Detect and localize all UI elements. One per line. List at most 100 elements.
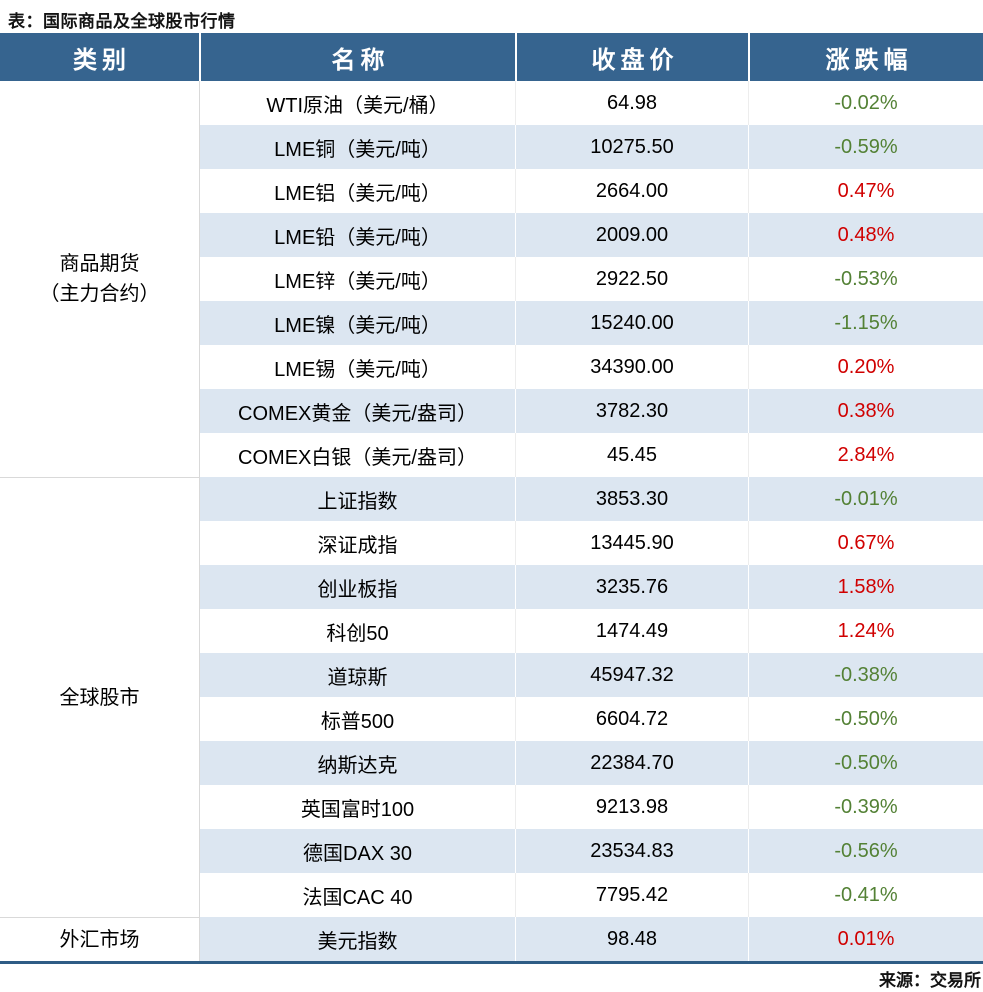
change-pct-cell: -0.59% <box>748 125 983 169</box>
close-price-cell: 34390.00 <box>515 345 748 389</box>
table-title: 表：国际商品及全球股市行情 <box>8 12 236 31</box>
change-pct-cell: -0.01% <box>748 477 983 521</box>
name-cell: 上证指数 <box>199 477 515 521</box>
table-row: 法国CAC 40 7795.42 -0.41% <box>199 873 983 917</box>
table-row: 英国富时100 9213.98 -0.39% <box>199 785 983 829</box>
name-cell: WTI原油（美元/桶） <box>199 81 515 125</box>
close-price-cell: 13445.90 <box>515 521 748 565</box>
table-row: 道琼斯 45947.32 -0.38% <box>199 653 983 697</box>
name-cell: 英国富时100 <box>199 785 515 829</box>
name-cell: COMEX黄金（美元/盎司） <box>199 389 515 433</box>
category-label-line: 全球股市 <box>59 686 140 709</box>
table-row: LME铜（美元/吨） 10275.50 -0.59% <box>199 125 983 169</box>
close-price-cell: 2922.50 <box>515 257 748 301</box>
name-cell: 德国DAX 30 <box>199 829 515 873</box>
table-row: LME铅（美元/吨） 2009.00 0.48% <box>199 213 983 257</box>
name-cell: LME锡（美元/吨） <box>199 345 515 389</box>
close-price-cell: 2009.00 <box>515 213 748 257</box>
category-label-line: （主力合约） <box>39 283 160 305</box>
close-price-cell: 7795.42 <box>515 873 748 917</box>
table-row: 上证指数 3853.30 -0.01% <box>199 477 983 521</box>
change-pct-cell: 0.48% <box>748 213 983 257</box>
table-header-row: 名称 收盘价 涨跌幅 <box>199 33 983 81</box>
change-pct-cell: 0.47% <box>748 169 983 213</box>
market-table: 类别 商品期货 （主力合约） 全球股市外汇市场 名称 收盘价 涨跌幅 WTI原油（美… <box>0 33 983 964</box>
change-pct-cell: 0.20% <box>748 345 983 389</box>
category-label-line: 商品期货 <box>59 253 140 275</box>
column-header-name: 名称 <box>199 33 515 81</box>
close-price-cell: 64.98 <box>515 81 748 125</box>
name-cell: 美元指数 <box>199 917 515 961</box>
category-cell: 全球股市 <box>0 477 199 917</box>
change-pct-cell: 0.38% <box>748 389 983 433</box>
change-pct-cell: -0.38% <box>748 653 983 697</box>
change-pct-cell: 1.58% <box>748 565 983 609</box>
close-price-cell: 45.45 <box>515 433 748 477</box>
change-pct-cell: 0.67% <box>748 521 983 565</box>
close-price-cell: 23534.83 <box>515 829 748 873</box>
table-row: 创业板指 3235.76 1.58% <box>199 565 983 609</box>
table-row: 标普500 6604.72 -0.50% <box>199 697 983 741</box>
name-cell: 深证成指 <box>199 521 515 565</box>
source-note: 来源：交易所 <box>879 970 981 990</box>
name-cell: COMEX白银（美元/盎司） <box>199 433 515 477</box>
name-cell: LME铅（美元/吨） <box>199 213 515 257</box>
table-row: 德国DAX 30 23534.83 -0.56% <box>199 829 983 873</box>
close-price-cell: 9213.98 <box>515 785 748 829</box>
close-price-cell: 22384.70 <box>515 741 748 785</box>
name-cell: 标普500 <box>199 697 515 741</box>
category-column: 类别 商品期货 （主力合约） 全球股市外汇市场 <box>0 33 199 961</box>
change-pct-cell: -0.39% <box>748 785 983 829</box>
column-header-category: 类别 <box>0 33 199 81</box>
table-row: 科创50 1474.49 1.24% <box>199 609 983 653</box>
name-cell: LME锌（美元/吨） <box>199 257 515 301</box>
close-price-cell: 15240.00 <box>515 301 748 345</box>
category-column-body: 商品期货 （主力合约） 全球股市外汇市场 <box>0 81 199 961</box>
name-cell: 科创50 <box>199 609 515 653</box>
table-body: WTI原油（美元/桶） 64.98 -0.02% LME铜（美元/吨） 10275.50… <box>199 81 983 961</box>
change-pct-cell: -0.41% <box>748 873 983 917</box>
main-columns: 名称 收盘价 涨跌幅 WTI原油（美元/桶） 64.98 -0.02% LME铜（美元… <box>199 33 983 961</box>
name-cell: 创业板指 <box>199 565 515 609</box>
column-header-close-price: 收盘价 <box>515 33 748 81</box>
close-price-cell: 3235.76 <box>515 565 748 609</box>
change-pct-cell: -0.50% <box>748 697 983 741</box>
change-pct-cell: -0.53% <box>748 257 983 301</box>
column-header-change-pct: 涨跌幅 <box>748 33 983 81</box>
table-row: WTI原油（美元/桶） 64.98 -0.02% <box>199 81 983 125</box>
change-pct-cell: -0.50% <box>748 741 983 785</box>
change-pct-cell: -1.15% <box>748 301 983 345</box>
name-cell: LME铝（美元/吨） <box>199 169 515 213</box>
table-row: 深证成指 13445.90 0.67% <box>199 521 983 565</box>
table-row: LME锌（美元/吨） 2922.50 -0.53% <box>199 257 983 301</box>
change-pct-cell: 2.84% <box>748 433 983 477</box>
close-price-cell: 1474.49 <box>515 609 748 653</box>
change-pct-cell: 1.24% <box>748 609 983 653</box>
name-cell: LME铜（美元/吨） <box>199 125 515 169</box>
name-cell: 道琼斯 <box>199 653 515 697</box>
close-price-cell: 6604.72 <box>515 697 748 741</box>
category-label-line: 外汇市场 <box>59 928 140 951</box>
close-price-cell: 2664.00 <box>515 169 748 213</box>
category-cell: 商品期货 （主力合约） <box>0 81 199 477</box>
change-pct-cell: -0.56% <box>748 829 983 873</box>
change-pct-cell: 0.01% <box>748 917 983 961</box>
table-row: LME铝（美元/吨） 2664.00 0.47% <box>199 169 983 213</box>
close-price-cell: 10275.50 <box>515 125 748 169</box>
name-cell: LME镍（美元/吨） <box>199 301 515 345</box>
table-row: COMEX黄金（美元/盎司） 3782.30 0.38% <box>199 389 983 433</box>
close-price-cell: 3853.30 <box>515 477 748 521</box>
table-row: LME镍（美元/吨） 15240.00 -1.15% <box>199 301 983 345</box>
close-price-cell: 45947.32 <box>515 653 748 697</box>
close-price-cell: 3782.30 <box>515 389 748 433</box>
name-cell: 法国CAC 40 <box>199 873 515 917</box>
table-row: 美元指数 98.48 0.01% <box>199 917 983 961</box>
close-price-cell: 98.48 <box>515 917 748 961</box>
change-pct-cell: -0.02% <box>748 81 983 125</box>
table-row: LME锡（美元/吨） 34390.00 0.20% <box>199 345 983 389</box>
table-row: 纳斯达克 22384.70 -0.50% <box>199 741 983 785</box>
table-row: COMEX白银（美元/盎司） 45.45 2.84% <box>199 433 983 477</box>
category-cell: 外汇市场 <box>0 917 199 961</box>
name-cell: 纳斯达克 <box>199 741 515 785</box>
